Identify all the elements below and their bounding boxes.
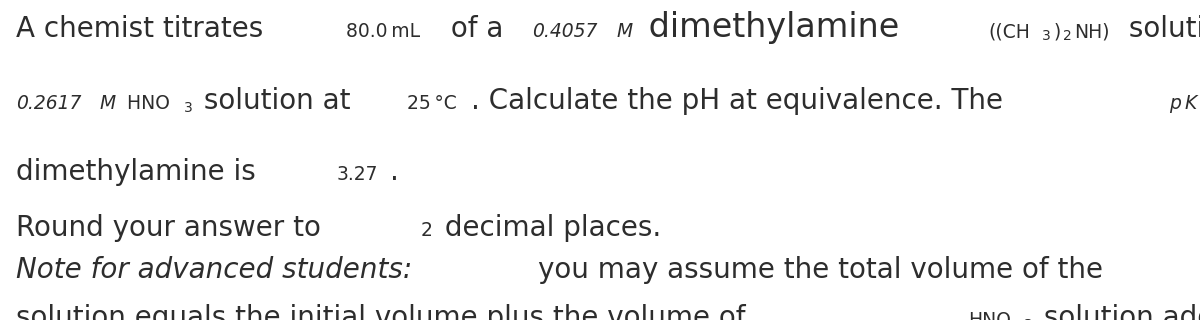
Text: K: K [1184, 94, 1196, 113]
Text: 3: 3 [184, 101, 192, 115]
Text: Note for advanced students:: Note for advanced students: [16, 256, 421, 284]
Text: of a: of a [442, 15, 512, 43]
Text: dimethylamine: dimethylamine [637, 11, 910, 44]
Text: dimethylamine is: dimethylamine is [16, 158, 264, 186]
Text: A chemist titrates: A chemist titrates [16, 15, 271, 43]
Text: p: p [1169, 94, 1181, 113]
Text: 3: 3 [1043, 29, 1051, 43]
Text: 0.2617: 0.2617 [16, 94, 80, 113]
Text: solution with: solution with [1120, 15, 1200, 43]
Text: Round your answer to: Round your answer to [16, 214, 329, 242]
Text: 3.27: 3.27 [336, 165, 378, 184]
Text: HNO: HNO [968, 311, 1012, 320]
Text: 3: 3 [1024, 318, 1032, 320]
Text: ): ) [1054, 22, 1061, 41]
Text: solution added.: solution added. [1034, 304, 1200, 320]
Text: .: . [390, 158, 398, 186]
Text: 80.0 mL: 80.0 mL [346, 22, 420, 41]
Text: HNO: HNO [121, 94, 169, 113]
Text: ((CH: ((CH [989, 22, 1031, 41]
Text: M: M [617, 22, 632, 41]
Text: solution equals the initial volume plus the volume of: solution equals the initial volume plus … [16, 304, 754, 320]
Text: 2: 2 [1063, 29, 1072, 43]
Text: 2: 2 [420, 221, 432, 240]
Text: 0.4057: 0.4057 [533, 22, 598, 41]
Text: 25 °C: 25 °C [407, 94, 457, 113]
Text: M: M [100, 94, 116, 113]
Text: NH): NH) [1074, 22, 1110, 41]
Text: you may assume the total volume of the: you may assume the total volume of the [539, 256, 1103, 284]
Text: decimal places.: decimal places. [436, 214, 661, 242]
Text: solution at: solution at [196, 87, 360, 115]
Text: . Calculate the pH at equivalence. The: . Calculate the pH at equivalence. The [472, 87, 1013, 115]
